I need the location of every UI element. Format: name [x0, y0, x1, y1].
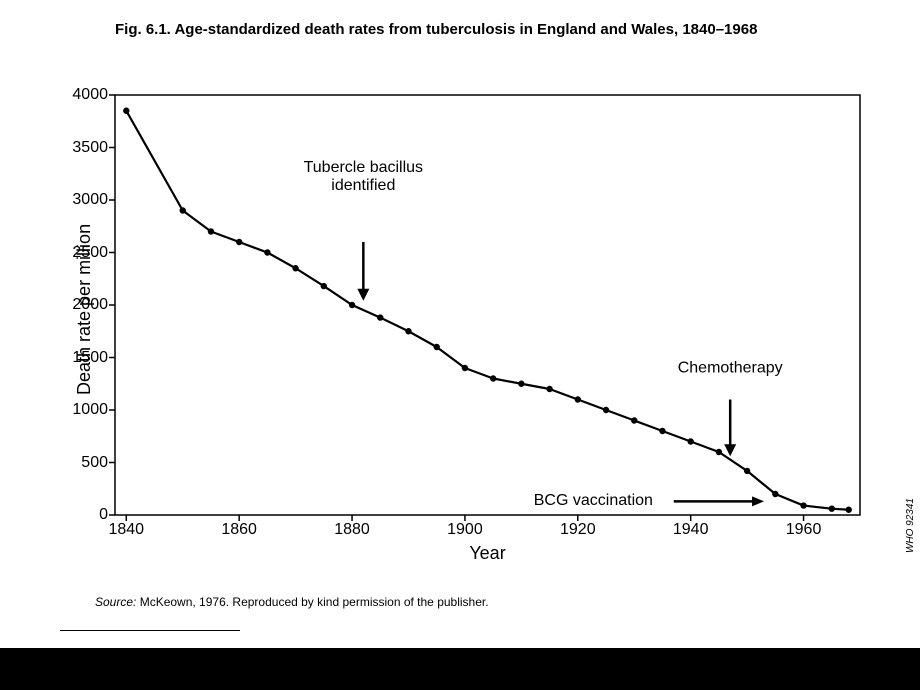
x-tick-labels: 1840 1860 1880 1900 1920 1940 1960 [60, 521, 880, 543]
y-tick-label: 1000 [72, 401, 108, 419]
chart-annotation: BCG vaccination [534, 492, 653, 510]
x-tick-label: 1960 [786, 521, 822, 539]
y-tick-label: 2000 [72, 296, 108, 314]
y-tick-label: 2500 [72, 244, 108, 262]
footnote-rule [60, 630, 240, 631]
page: Fig. 6.1. Age-standardized death rates f… [0, 0, 920, 648]
x-tick-label: 1840 [108, 521, 144, 539]
y-tick-label: 1500 [72, 349, 108, 367]
x-tick-label: 1920 [560, 521, 596, 539]
chart-annotation: Chemotherapy [678, 359, 783, 377]
x-tick-label: 1860 [221, 521, 257, 539]
line-chart [60, 85, 880, 555]
y-tick-label: 3000 [72, 191, 108, 209]
x-tick-label: 1940 [673, 521, 709, 539]
x-tick-label: 1900 [447, 521, 483, 539]
source-label: Source: [95, 595, 136, 609]
chart-container: Death rate per million 05001000150020002… [60, 85, 880, 580]
y-tick-label: 4000 [72, 86, 108, 104]
source-text: McKeown, 1976. Reproduced by kind permis… [136, 595, 488, 609]
x-axis-label: Year [115, 543, 860, 577]
who-code: WHO 92341 [905, 498, 916, 553]
y-tick-label: 500 [81, 454, 108, 472]
y-tick-labels: 05001000150020002500300035004000 [60, 85, 108, 580]
y-tick-label: 3500 [72, 139, 108, 157]
chart-annotation: Tubercle bacillusidentified [304, 159, 423, 196]
figure-title: Fig. 6.1. Age-standardized death rates f… [115, 20, 835, 40]
x-tick-label: 1880 [334, 521, 370, 539]
source-line: Source: McKeown, 1976. Reproduced by kin… [95, 595, 489, 609]
